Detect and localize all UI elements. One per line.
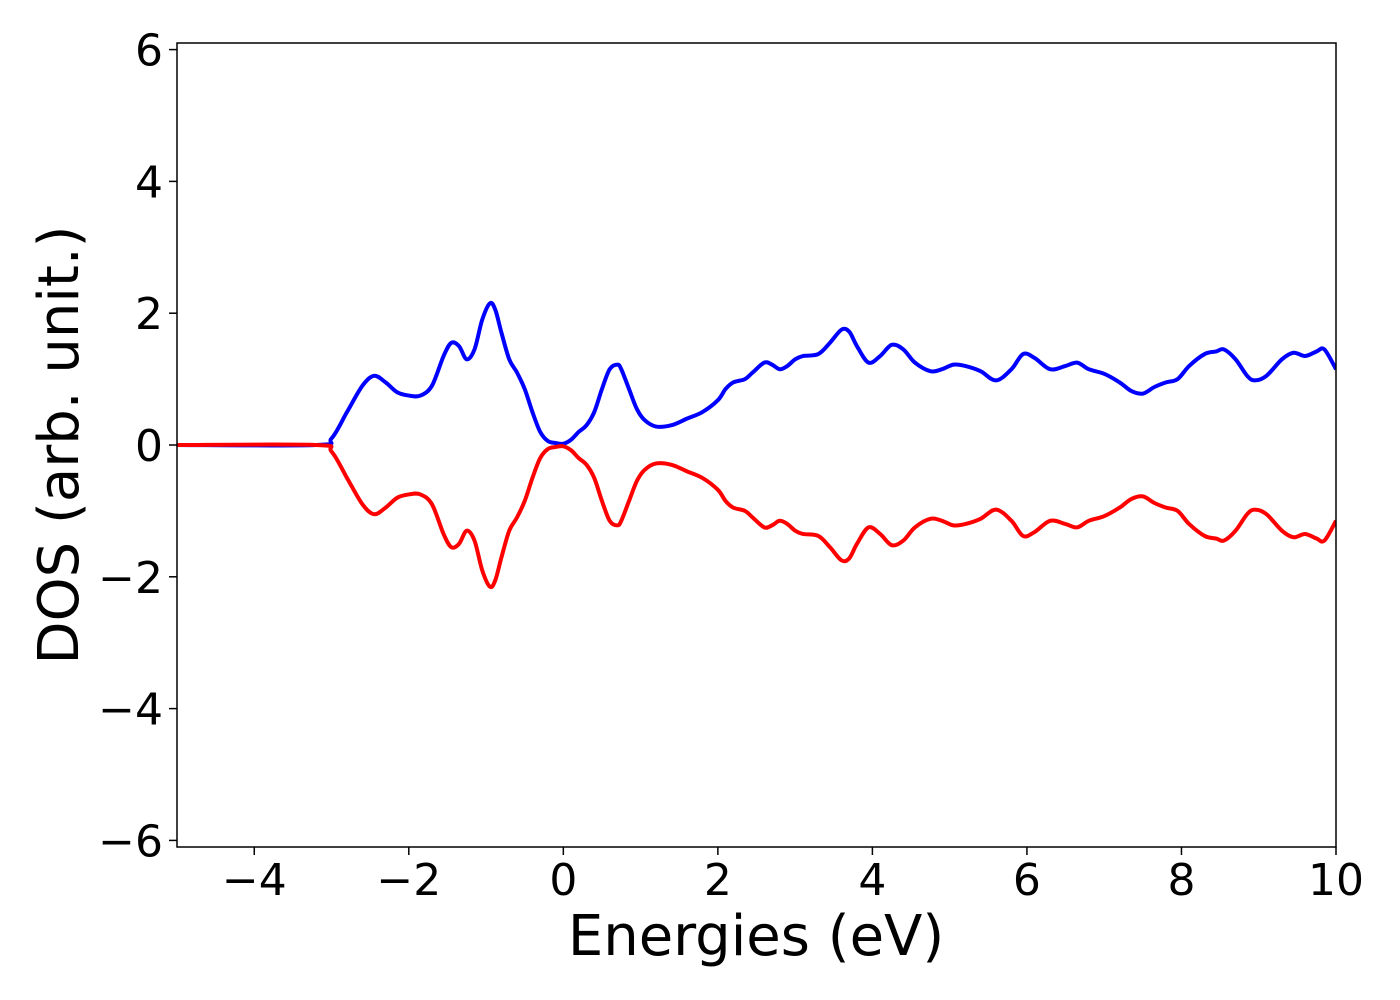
x-tick-label: 10 [1308,855,1364,906]
y-tick-label: 0 [135,421,163,472]
x-tick-label: 8 [1167,855,1195,906]
y-axis-title: DOS (arb. unit.) [27,225,92,664]
series-layer [177,300,1336,590]
x-tick-label: 6 [1013,855,1041,906]
x-tick-label: 2 [704,855,732,906]
series-line-up [177,300,1336,448]
y-tick-label: −2 [98,553,163,604]
x-axis-title: Energies (eV) [568,904,944,969]
y-tick-label: −4 [98,685,163,736]
y-tick-label: 6 [135,26,163,77]
series-line-down [177,442,1336,590]
y-tick-label: 4 [135,157,163,208]
x-tick-label: 4 [858,855,886,906]
y-tick-label: 2 [135,289,163,340]
ticks-layer: −4 −2 0 2 4 6 8 10 −6 −4 −2 0 2 4 6 [98,26,1364,906]
x-tick-label: −2 [376,855,441,906]
x-tick-label: 0 [549,855,577,906]
y-tick-label: −6 [98,816,163,867]
x-tick-label: −4 [222,855,287,906]
plot-frame [176,42,1337,848]
